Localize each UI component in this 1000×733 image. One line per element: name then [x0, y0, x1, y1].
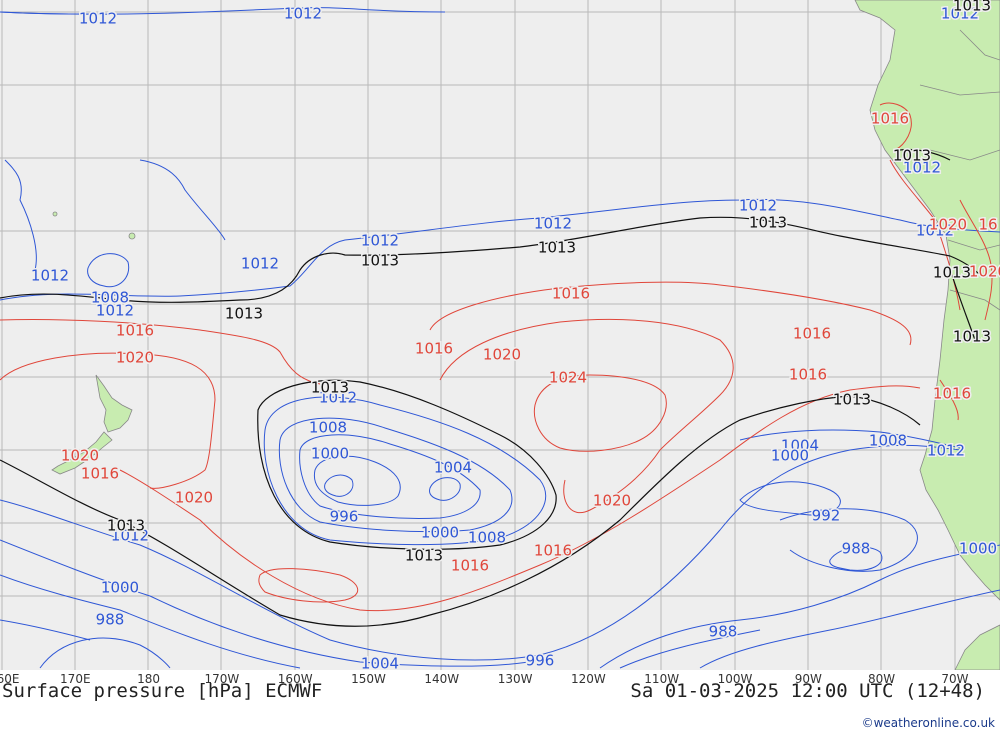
- isobar-label: 988: [842, 540, 871, 558]
- isobar-label: 1013: [893, 147, 931, 165]
- graticule: [0, 0, 1000, 670]
- isobar-label: 1008: [468, 529, 506, 547]
- longitude-label: 130W: [498, 672, 533, 686]
- isobar-label: 1013: [538, 239, 576, 257]
- isobar-label: 1000: [771, 447, 809, 465]
- longitude-axis-labels: 60E 170E 180 170W 160W 150W 140W 130W 120W 110W 10…: [0, 672, 969, 686]
- isobar-label: 1012: [941, 5, 979, 23]
- isobar-label: 16: [978, 216, 997, 234]
- isobar-label: 1020: [929, 216, 967, 234]
- island: [52, 211, 58, 217]
- isobar-label: 1013: [953, 328, 991, 346]
- isobar-label: 1016: [116, 322, 154, 340]
- isobar-label: 1016: [81, 465, 119, 483]
- isobar-label: 1000: [101, 579, 139, 597]
- isobar-label: 1000: [421, 524, 459, 542]
- isobar-label: 1020: [969, 263, 1000, 281]
- isobar-label: 988: [96, 611, 125, 629]
- isobar-label: 988: [709, 623, 738, 641]
- longitude-label: 150W: [351, 672, 386, 686]
- isobar-label: 1000: [959, 540, 997, 558]
- isobar-label: 1012: [534, 215, 572, 233]
- credit-text: ©weatheronline.co.uk: [862, 716, 995, 730]
- isobar-label: 1012: [241, 255, 279, 273]
- isobar-label: 1013: [405, 547, 443, 565]
- isobar-label: 1016: [871, 110, 909, 128]
- isobar-labels-1013: 1013 1013 1013 1013 1013 1013 1013 1013 1013 1013…: [105, 0, 992, 566]
- isobar-label: 1020: [483, 346, 521, 364]
- isobar-label: 1020: [593, 492, 631, 510]
- isobar-label: 1020: [175, 489, 213, 507]
- isobar-label: 1020: [61, 447, 99, 465]
- isobars-high: [0, 102, 993, 612]
- south-america: [854, 0, 1000, 601]
- isobar-label: 1008: [309, 419, 347, 437]
- isobar-label: 992: [812, 507, 841, 525]
- longitude-label: 80W: [868, 672, 895, 686]
- isobar-label: 996: [526, 652, 555, 670]
- isobar-label: 1013: [933, 264, 971, 282]
- longitude-label: 100W: [718, 672, 753, 686]
- isobar-label: 1012: [927, 442, 965, 460]
- longitude-label: 170E: [60, 672, 91, 686]
- isobars-low: [0, 7, 1000, 669]
- land-masses: [51, 0, 1000, 671]
- isobar-label: 1012: [319, 389, 357, 407]
- isobar-label: 1012: [739, 197, 777, 215]
- isobar-label: 1012: [284, 5, 322, 23]
- isobar-label: 1024: [549, 369, 587, 387]
- isobar-label: 1016: [933, 385, 971, 403]
- footer-background: [0, 670, 1000, 733]
- isobar-label: 1012: [361, 232, 399, 250]
- isobars-1013: [0, 148, 981, 627]
- isobar-label: 1013: [749, 214, 787, 232]
- longitude-label: 160W: [278, 672, 313, 686]
- country-borders: [919, 29, 1000, 311]
- isobar-label: 1016: [415, 340, 453, 358]
- isobar-label: 1020: [116, 349, 154, 367]
- isobar-label: 996: [330, 508, 359, 526]
- new-zealand-south-island: [51, 431, 113, 475]
- isobar-label: 1013: [107, 517, 145, 535]
- longitude-label: 180: [137, 672, 160, 686]
- isobar-label: 1000: [311, 445, 349, 463]
- isobar-label: 1012: [903, 159, 941, 177]
- isobar-label: 1016: [534, 542, 572, 560]
- isobar-label: 1004: [434, 459, 472, 477]
- longitude-label: 140W: [424, 672, 459, 686]
- isobar-label: 1013: [953, 0, 991, 15]
- isobar-label: 1013: [361, 252, 399, 270]
- island: [128, 232, 136, 240]
- isobar-label: 1008: [869, 432, 907, 450]
- longitude-label: 170W: [205, 672, 240, 686]
- longitude-label: 60E: [0, 672, 19, 686]
- isobar-label: 1013: [833, 391, 871, 409]
- isobar-label: 1016: [793, 325, 831, 343]
- isobar-label: 1016: [451, 557, 489, 575]
- isobar-label: 1004: [781, 437, 819, 455]
- isobar-label: 1016: [552, 285, 590, 303]
- longitude-label: 110W: [644, 672, 679, 686]
- longitude-label: 70W: [941, 672, 968, 686]
- isobar-label: 1013: [311, 379, 349, 397]
- new-zealand-north-island: [95, 374, 133, 433]
- isobar-label: 1004: [361, 655, 399, 673]
- isobar-label: 1013: [225, 305, 263, 323]
- longitude-label: 120W: [571, 672, 606, 686]
- isobar-label: 1012: [916, 222, 954, 240]
- isobar-label: 1012: [79, 10, 117, 28]
- isobar-label: 1008: [91, 289, 129, 307]
- ocean-background: [0, 0, 1000, 670]
- chart-title-left: Surface pressure [hPa] ECMWF: [2, 680, 322, 702]
- isobar-label: 1012: [31, 267, 69, 285]
- chart-title-right: Sa 01-03-2025 12:00 UTC (12+48): [630, 680, 985, 702]
- isobar-label: 1012: [96, 302, 134, 320]
- isobar-labels-low: 1012 101210121012101210121012100810121012…: [29, 3, 998, 674]
- isobar-label: 1016: [789, 366, 827, 384]
- isobar-label: 1012: [111, 527, 149, 545]
- longitude-label: 90W: [795, 672, 822, 686]
